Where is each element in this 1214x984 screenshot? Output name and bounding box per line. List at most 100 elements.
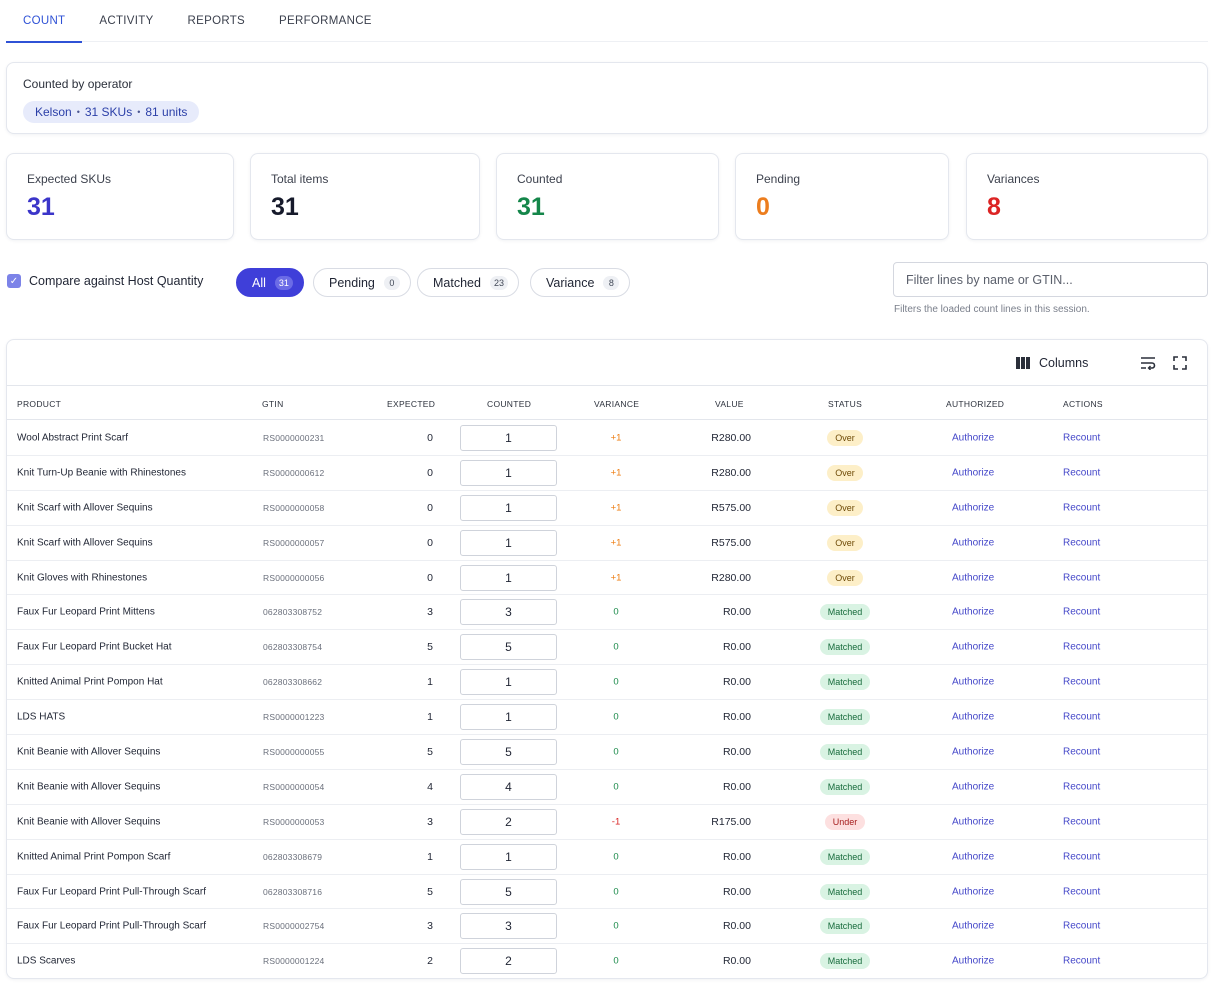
recount-link[interactable]: Recount (1063, 886, 1101, 898)
filter-lines-input[interactable] (893, 262, 1208, 297)
variance-value: 0 (613, 746, 619, 758)
counted-qty-input[interactable]: 2 (460, 948, 557, 975)
authorize-link[interactable]: Authorize (952, 781, 995, 793)
recount-link[interactable]: Recount (1063, 502, 1101, 514)
table-row[interactable]: Faux Fur Leopard Print Bucket Hat 0628033… (7, 630, 1207, 666)
gtin: RS0000000612 (263, 467, 325, 478)
wrap-text-icon[interactable] (1140, 356, 1156, 370)
counted-qty-input[interactable]: 1 (460, 424, 557, 451)
recount-link[interactable]: Recount (1063, 467, 1101, 479)
status-badge: Over (827, 534, 863, 551)
table-row[interactable]: Wool Abstract Print Scarf RS0000000231 0 1 +… (7, 421, 1207, 456)
counted-qty-input[interactable]: 1 (460, 843, 557, 870)
counted-qty-input[interactable]: 3 (460, 913, 557, 940)
recount-link[interactable]: Recount (1063, 711, 1101, 723)
table-row[interactable]: Faux Fur Leopard Print Pull-Through Scar… (7, 875, 1207, 910)
authorize-link[interactable]: Authorize (952, 606, 995, 618)
status-badge: Matched (819, 848, 871, 865)
recount-link[interactable]: Recount (1063, 572, 1101, 583)
recount-link[interactable]: Recount (1063, 606, 1101, 618)
header-counted[interactable]: COUNTED (487, 399, 532, 409)
recount-link[interactable]: Recount (1063, 676, 1101, 688)
variance-value-amount: R0.00 (722, 850, 751, 863)
recount-link[interactable]: Recount (1063, 816, 1101, 828)
table-row[interactable]: Faux Fur Leopard Print Pull-Through Scar… (7, 909, 1207, 945)
filter-pending[interactable]: Pending 0 (313, 268, 411, 297)
authorize-link[interactable]: Authorize (952, 537, 995, 549)
stat-total-items: Total items 31 (250, 153, 480, 240)
recount-link[interactable]: Recount (1063, 432, 1101, 444)
table-row[interactable]: Knit Beanie with Allover Sequins RS000000… (7, 805, 1207, 840)
authorize-link[interactable]: Authorize (952, 467, 995, 479)
authorize-link[interactable]: Authorize (952, 851, 995, 863)
filter-variance[interactable]: Variance 8 (530, 268, 631, 297)
header-expected[interactable]: EXPECTED (387, 399, 436, 409)
product-name: LDS Scarves (17, 955, 76, 967)
table-row[interactable]: Knit Beanie with Allover Sequins RS000000… (7, 770, 1207, 805)
header-gtin[interactable]: GTIN (262, 399, 284, 409)
header-product[interactable]: PRODUCT (17, 399, 62, 409)
table-row[interactable]: Knit Turn-Up Beanie with Rhinestones RS00… (7, 456, 1207, 491)
filter-all[interactable]: All 31 (236, 268, 304, 297)
recount-link[interactable]: Recount (1063, 781, 1101, 793)
authorize-link[interactable]: Authorize (952, 886, 995, 898)
header-status[interactable]: STATUS (828, 399, 863, 409)
table-row[interactable]: Knit Scarf with Allover Sequins RS0000000… (7, 526, 1207, 561)
header-value[interactable]: VALUE (715, 399, 744, 409)
header-authorized[interactable]: AUTHORIZED (946, 399, 1005, 409)
checkbox-checked-icon[interactable]: ✓ (7, 274, 21, 288)
tab-count[interactable]: COUNT (6, 0, 83, 43)
authorize-link[interactable]: Authorize (952, 502, 995, 514)
variance-value-amount: R0.00 (722, 606, 751, 619)
gtin: RS0000001223 (263, 712, 325, 723)
counted-qty-input[interactable]: 1 (460, 494, 557, 521)
counted-qty-input[interactable]: 5 (460, 738, 557, 765)
table-row[interactable]: Knit Scarf with Allover Sequins RS0000000… (7, 491, 1207, 526)
table-row[interactable]: Knitted Animal Print Pompon Scarf 0628033… (7, 840, 1207, 875)
authorize-link[interactable]: Authorize (952, 432, 995, 444)
table-row[interactable]: Faux Fur Leopard Print Mittens 0628033087… (7, 595, 1207, 631)
header-actions[interactable]: ACTIONS (1063, 399, 1103, 409)
tab-reports[interactable]: REPORTS (187, 15, 246, 27)
authorize-link[interactable]: Authorize (952, 711, 995, 723)
status-badge: Matched (819, 674, 871, 691)
counted-qty-input[interactable]: 3 (460, 599, 557, 626)
authorize-link[interactable]: Authorize (952, 955, 995, 967)
compare-host-quantity[interactable]: ✓ Compare against Host Quantity (7, 274, 203, 288)
table-body: Wool Abstract Print Scarf RS0000000231 0 1 +… (7, 421, 1207, 978)
fullscreen-icon[interactable] (1173, 356, 1187, 370)
counted-qty-input[interactable]: 2 (460, 808, 557, 835)
authorize-link[interactable]: Authorize (952, 920, 995, 932)
counted-qty-input[interactable]: 1 (460, 669, 557, 696)
authorize-link[interactable]: Authorize (952, 676, 995, 688)
table-row[interactable]: LDS Scarves RS0000001224 2 2 0 R0.00 Matched Au… (7, 944, 1207, 978)
counted-qty-input[interactable]: 1 (460, 704, 557, 731)
recount-link[interactable]: Recount (1063, 537, 1101, 549)
table-row[interactable]: Knitted Animal Print Pompon Hat 062803308… (7, 665, 1207, 701)
filter-matched[interactable]: Matched 23 (417, 268, 519, 297)
counted-qty-input[interactable]: 1 (460, 564, 557, 591)
counted-qty-input[interactable]: 1 (460, 529, 557, 556)
authorize-link[interactable]: Authorize (952, 746, 995, 758)
expected-qty: 0 (427, 466, 433, 479)
columns-button[interactable]: Columns (1016, 356, 1088, 370)
tab-performance[interactable]: PERFORMANCE (279, 15, 372, 27)
counted-qty-input[interactable]: 5 (460, 634, 557, 661)
header-variance[interactable]: VARIANCE (594, 399, 640, 409)
recount-link[interactable]: Recount (1063, 920, 1101, 932)
authorize-link[interactable]: Authorize (952, 816, 995, 828)
tab-activity[interactable]: ACTIVITY (99, 15, 154, 27)
table-row[interactable]: Knit Gloves with Rhinestones RS0000000056… (7, 561, 1207, 596)
table-row[interactable]: LDS HATS RS0000001223 1 1 0 R0.00 Matched Autho… (7, 700, 1207, 736)
recount-link[interactable]: Recount (1063, 851, 1101, 863)
variance-value-amount: R0.00 (722, 920, 751, 933)
recount-link[interactable]: Recount (1063, 746, 1101, 758)
authorize-link[interactable]: Authorize (952, 572, 995, 583)
counted-qty-input[interactable]: 1 (460, 459, 557, 486)
counted-qty-input[interactable]: 5 (460, 878, 557, 905)
recount-link[interactable]: Recount (1063, 955, 1101, 967)
table-row[interactable]: Knit Beanie with Allover Sequins RS000000… (7, 735, 1207, 770)
counted-qty-input[interactable]: 4 (460, 773, 557, 800)
authorize-link[interactable]: Authorize (952, 641, 995, 653)
recount-link[interactable]: Recount (1063, 641, 1101, 653)
